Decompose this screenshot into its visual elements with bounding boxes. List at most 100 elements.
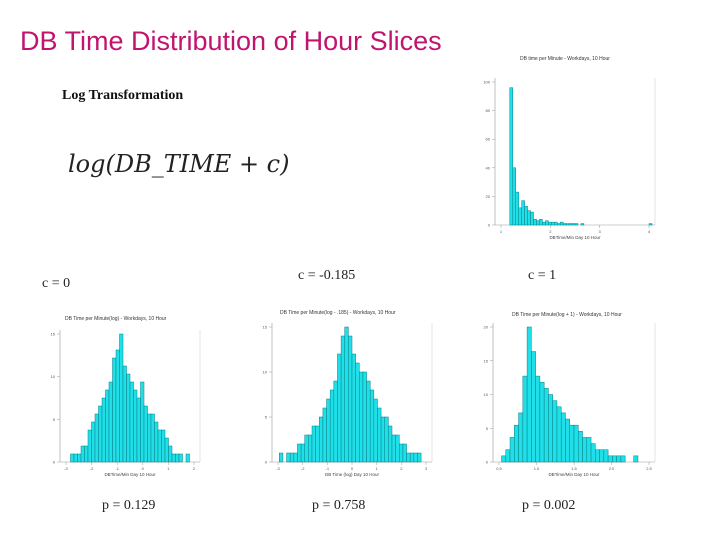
x-tick-label: 0 [351,466,354,471]
histogram-bar [530,211,534,226]
histogram-bar [562,223,567,226]
histogram-bar [94,413,99,463]
y-tick-label: 0 [53,460,56,465]
y-tick-label: 20 [484,325,489,330]
x-tick-label: 3 [425,466,428,471]
y-tick-label: 15 [51,332,56,337]
y-tick-label: 15 [263,325,268,330]
histogram-bar [505,449,511,463]
histogram-raw: DB time per Minute - Workdays, 10 Hour 0 2… [483,56,656,240]
p-label-0: p = 0.129 [102,498,156,513]
x-tick-label: 4 [648,229,651,234]
x-tick-label: 2.5 [646,466,652,471]
x-tick-label: 2.0 [609,466,615,471]
formula: log(DB_TIME + c) [68,150,290,178]
histogram-bar [300,443,305,463]
histogram-bar [565,418,570,463]
histogram-bar [531,351,536,463]
x-tick-label: -2 [301,466,305,471]
histogram-bar [571,223,576,226]
histogram-bar [554,221,558,226]
histogram-c1: DB Time per Minute(log - .185) - Workday… [263,310,433,477]
histogram-bar [413,452,418,463]
histogram-bar [122,365,127,463]
chart-title: DB time per Minute - Workdays, 10 Hour [520,56,610,62]
histogram-bar [573,424,579,463]
p-label-1: p = 0.758 [312,498,366,513]
histogram-bar [574,223,579,226]
histogram-bar [333,380,338,463]
histogram-c2: DB Time per Minute(log + 1) - Workdays, … [484,312,656,477]
x-axis-label: DBTime/Min Day 10 Hour [549,235,601,240]
histogram-bar [129,381,134,463]
histogram-bar [105,389,110,463]
histogram-bar [545,220,549,226]
histogram-bar [515,191,519,226]
y-tick-label: 80 [486,108,491,113]
histogram-bar [293,452,298,463]
y-tick-label: 100 [483,80,490,85]
x-tick-label: 0.5 [496,466,502,471]
histogram-bar [518,412,524,463]
x-tick-label: 2 [400,466,403,471]
histogram-bar [308,434,313,463]
histogram-bar [359,371,364,463]
histogram-bar [77,453,82,463]
y-tick-label: 5 [53,417,56,422]
histogram-bar [73,453,78,463]
histogram-bar [355,362,360,463]
histogram-bar [322,407,327,463]
histogram-bar [607,455,613,463]
subtitle: Log Transformation [62,88,184,103]
histogram-bar [171,453,176,463]
histogram-bar [98,405,103,463]
histogram-bar [616,455,622,463]
y-tick-label: 20 [486,194,491,199]
histogram-bar [329,389,335,463]
histogram-bar [399,443,404,463]
histogram-bar [582,437,588,463]
histogram-bar [87,429,92,463]
histogram-bar [175,453,180,463]
histogram-bar [178,453,183,463]
histogram-bar [147,413,152,463]
histogram-bar [136,397,141,463]
histogram-bar [168,445,173,463]
histogram-bar [542,221,546,226]
chart-title: DB Time per Minute(log) - Workdays, 10 H… [65,316,167,322]
histogram-bar [526,326,532,463]
histogram-bar [543,388,549,463]
y-tick-label: 0 [486,460,489,465]
x-tick-label: 2 [549,229,552,234]
y-tick-label: 0 [265,460,268,465]
histogram-bar [518,207,522,226]
histogram-bar [337,353,342,463]
histogram-bar [101,397,106,463]
histogram-bar [340,335,345,463]
histogram-bar [633,455,639,463]
histogram-bar [326,398,331,463]
histogram-bar [348,335,353,463]
histogram-bar [80,445,85,463]
histogram-bar [559,221,564,226]
y-tick-label: 60 [486,137,491,142]
x-tick-label: 0 [142,466,145,471]
histogram-bar [304,434,309,463]
histogram-bar [344,326,349,463]
x-axis-label: DB Time (log) Day 10 Hour [325,472,380,477]
histogram-bar [512,167,516,226]
histogram-bar [539,219,543,226]
histogram-bar [551,221,555,226]
y-tick-label: 40 [486,165,491,170]
histogram-bar [535,375,541,463]
histogram-bar [568,223,573,226]
x-tick-label: -1 [326,466,330,471]
histogram-bar [91,421,96,463]
histogram-bar [580,223,585,226]
x-tick-label: -3 [64,466,68,471]
histogram-bar [391,434,396,463]
y-tick-label: 5 [265,415,268,420]
histogram-bar [366,380,371,463]
histogram-bar [289,452,295,463]
histogram-bar [521,200,525,226]
